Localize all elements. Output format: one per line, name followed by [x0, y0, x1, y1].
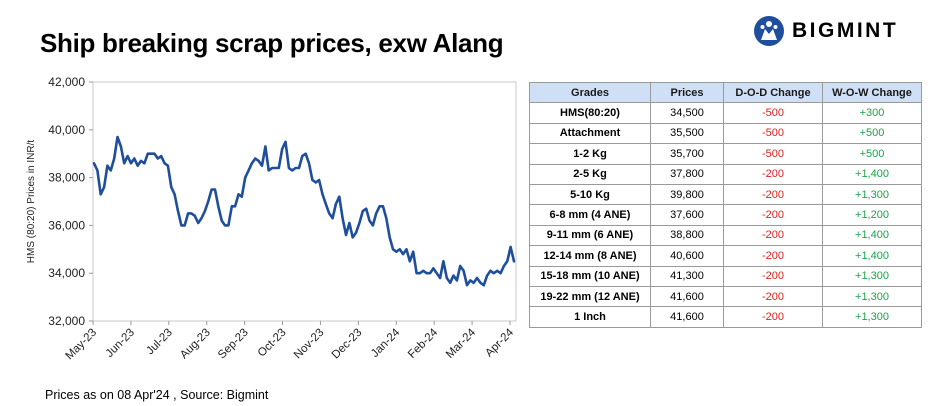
y-tick-label: 34,000	[48, 266, 85, 280]
price-cell: 35,500	[650, 122, 724, 145]
table-row: 5-10 Kg 39,800 -200 +1,300	[529, 183, 922, 206]
x-tick-label: Jul-23	[144, 327, 175, 358]
wow-change-cell: +500	[822, 143, 922, 165]
grade-cell: 1-2 Kg	[529, 143, 651, 165]
y-tick-label: 36,000	[48, 218, 85, 232]
price-cell: 37,600	[650, 204, 724, 226]
x-tick-label: May-23	[64, 327, 100, 363]
price-line-chart: 32,000 34,000 36,000 38,000 40,000 42,000 HMS …	[26, 75, 517, 363]
dod-change-cell: -200	[723, 265, 823, 287]
brand-logo: BIGMINT	[752, 14, 898, 48]
header-dod-change: D-O-D Change	[723, 81, 823, 104]
grade-cell: 2-5 Kg	[529, 163, 651, 185]
table-header-row: Grades Prices D-O-D Change W-O-W Change	[529, 81, 922, 104]
wow-change-cell: +1,300	[822, 265, 922, 287]
wow-change-cell: +300	[822, 102, 922, 124]
wow-change-cell: +500	[822, 122, 922, 145]
y-axis-label: HMS (80:20) Prices in INR/t	[26, 140, 37, 264]
grade-cell: 19-22 mm (12 ANE)	[529, 285, 651, 308]
table-row: 2-5 Kg 37,800 -200 +1,400	[529, 163, 922, 185]
dod-change-cell: -200	[723, 204, 823, 226]
table-row: 6-8 mm (4 ANE) 37,600 -200 +1,200	[529, 204, 922, 226]
table-row: 15-18 mm (10 ANE) 41,300 -200 +1,300	[529, 265, 922, 287]
table-row: 1 Inch 41,600 -200 +1,300	[529, 306, 922, 328]
wow-change-cell: +1,300	[822, 306, 922, 328]
table-row: 19-22 mm (12 ANE) 41,600 -200 +1,300	[529, 285, 922, 308]
price-cell: 37,800	[650, 163, 724, 185]
price-cell: 34,500	[650, 102, 724, 124]
price-cell: 39,800	[650, 183, 724, 206]
grade-cell: 6-8 mm (4 ANE)	[529, 204, 651, 226]
y-tick-label: 32,000	[48, 314, 85, 328]
x-tick-label: Dec-23	[330, 327, 365, 362]
grade-cell: 9-11 mm (6 ANE)	[529, 224, 651, 247]
y-tick-label: 38,000	[48, 171, 85, 185]
footer-note: Prices as on 08 Apr'24 , Source: Bigmint	[45, 388, 269, 402]
table-row: 12-14 mm (8 ANE) 40,600 -200 +1,400	[529, 245, 922, 267]
wow-change-cell: +1,300	[822, 285, 922, 308]
dod-change-cell: -500	[723, 122, 823, 145]
x-tick-label: Jun-23	[104, 327, 137, 360]
chart-title: Ship breaking scrap prices, exw Alang	[40, 28, 504, 58]
dod-change-cell: -200	[723, 306, 823, 328]
dod-change-cell: -200	[723, 163, 823, 185]
wow-change-cell: +1,400	[822, 224, 922, 247]
price-series-line	[92, 135, 516, 287]
price-cell: 35,700	[650, 143, 724, 165]
wow-change-cell: +1,200	[822, 204, 922, 226]
wow-change-cell: +1,300	[822, 183, 922, 206]
x-tick-label: Nov-23	[292, 327, 327, 362]
dod-change-cell: -500	[723, 143, 823, 165]
bigmint-logo-icon	[754, 16, 784, 46]
plot-area	[92, 81, 517, 322]
x-tick-label: Jan-24	[369, 326, 403, 360]
x-tick-label: Feb-24	[406, 326, 441, 361]
dod-change-cell: -200	[723, 245, 823, 267]
price-cell: 41,300	[650, 265, 724, 287]
grades-table: Grades Prices D-O-D Change W-O-W Change …	[529, 81, 922, 328]
dod-change-cell: -500	[723, 102, 823, 124]
price-cell: 41,600	[650, 306, 724, 328]
table-row: 1-2 Kg 35,700 -500 +500	[529, 143, 922, 165]
price-cell: 40,600	[650, 245, 724, 267]
x-tick-label: Sep-23	[216, 327, 251, 362]
header-prices: Prices	[650, 81, 724, 104]
grade-cell: 5-10 Kg	[529, 183, 651, 206]
price-cell: 38,800	[650, 224, 724, 247]
header-wow-change: W-O-W Change	[822, 81, 922, 104]
x-tick-label: Mar-24	[444, 326, 479, 361]
grade-cell: Attachment	[529, 122, 651, 145]
price-cell: 41,600	[650, 285, 724, 308]
table-row: 9-11 mm (6 ANE) 38,800 -200 +1,400	[529, 224, 922, 247]
y-tick-label: 42,000	[48, 75, 85, 89]
grade-cell: HMS(80:20)	[529, 102, 651, 124]
table-row: Attachment 35,500 -500 +500	[529, 122, 922, 145]
x-tick-label: Aug-23	[178, 327, 213, 362]
wow-change-cell: +1,400	[822, 245, 922, 267]
dod-change-cell: -200	[723, 224, 823, 247]
dod-change-cell: -200	[723, 183, 823, 206]
wow-change-cell: +1,400	[822, 163, 922, 185]
table-row: HMS(80:20) 34,500 -500 +300	[529, 102, 922, 124]
grade-cell: 1 Inch	[529, 306, 651, 328]
y-tick-label: 40,000	[48, 123, 85, 137]
dod-change-cell: -200	[723, 285, 823, 308]
grade-cell: 12-14 mm (8 ANE)	[529, 245, 651, 267]
x-tick-label: Apr-24	[483, 326, 516, 359]
x-tick-label: Oct-23	[256, 327, 289, 360]
brand-name: BIGMINT	[792, 19, 899, 42]
header-grades: Grades	[529, 81, 651, 104]
grade-cell: 15-18 mm (10 ANE)	[529, 265, 651, 287]
